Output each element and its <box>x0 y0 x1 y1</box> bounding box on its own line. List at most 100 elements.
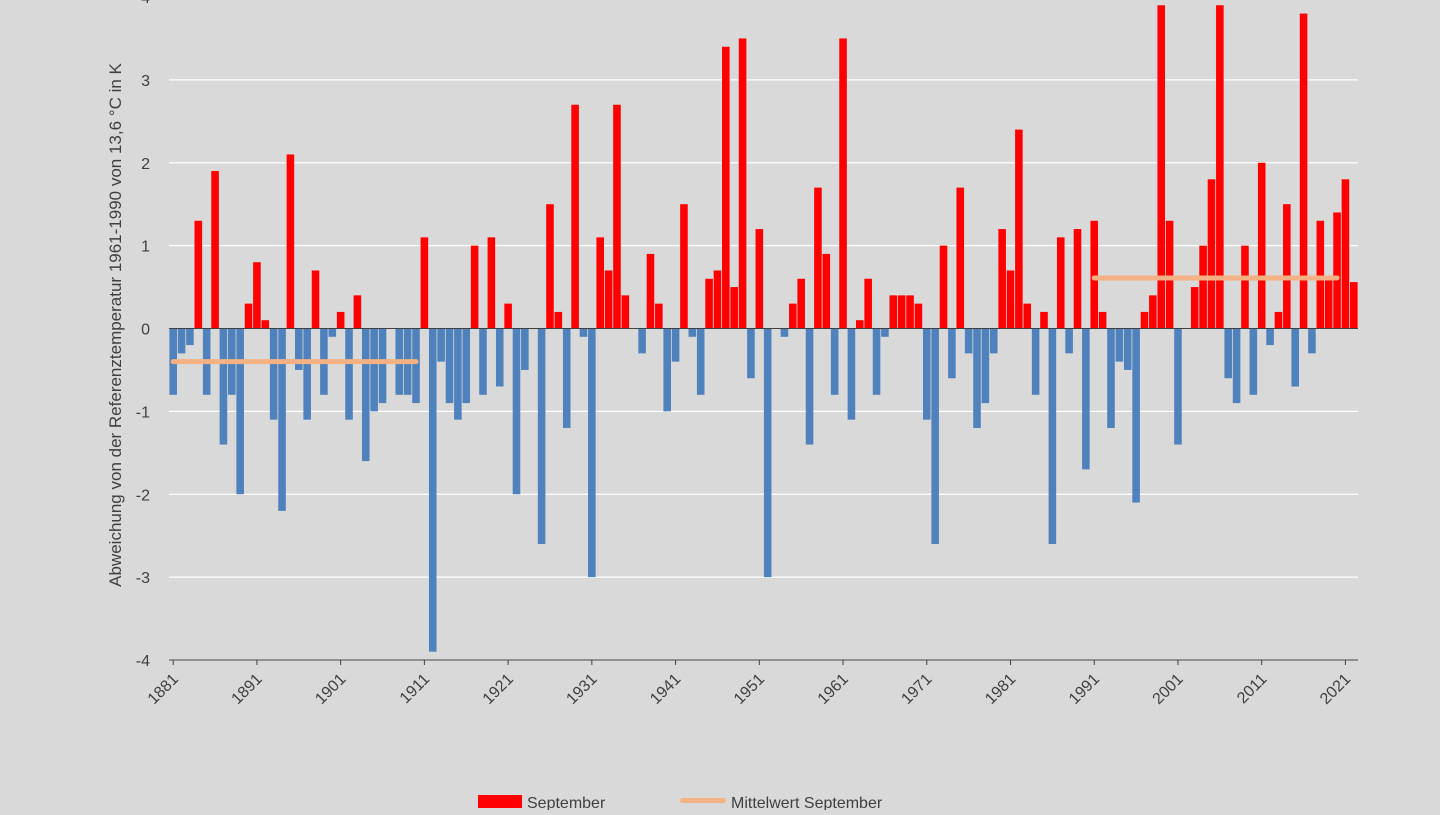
y-tick-label: 1 <box>141 239 150 256</box>
bar <box>705 278 713 329</box>
bar <box>1232 328 1241 404</box>
bar <box>1174 328 1182 445</box>
bar <box>1291 328 1299 387</box>
bar <box>814 187 822 329</box>
bar <box>1098 311 1107 329</box>
bar <box>780 328 789 337</box>
bar <box>1324 278 1333 329</box>
bar <box>696 328 705 395</box>
bar <box>1241 245 1249 329</box>
bar <box>839 38 847 329</box>
bar <box>1308 328 1316 354</box>
bar <box>294 328 303 370</box>
bar <box>454 328 462 420</box>
bar <box>981 328 990 404</box>
bar <box>763 328 772 578</box>
x-tick-label: 2021 <box>1317 671 1354 708</box>
bar <box>989 328 998 354</box>
legend-label-september: September <box>527 795 606 810</box>
bar <box>219 328 228 445</box>
bar <box>1115 328 1124 362</box>
bar <box>897 295 906 329</box>
bar <box>1207 179 1216 329</box>
x-tick-label: 1891 <box>229 671 266 708</box>
bar <box>1274 311 1283 329</box>
bar <box>613 104 621 329</box>
legend-swatch-mittelwert <box>680 798 726 803</box>
y-axis-label: Abweichung von der Referenztemperatur 19… <box>106 62 125 586</box>
x-tick-label: 1971 <box>898 671 935 708</box>
bar <box>822 253 831 329</box>
bar <box>1299 13 1308 329</box>
bar <box>1149 295 1157 329</box>
bar <box>1216 5 1224 329</box>
y-tick-label: -4 <box>136 653 150 670</box>
bar <box>655 303 663 329</box>
bar <box>755 229 764 329</box>
bar <box>1006 270 1015 329</box>
bar <box>1283 204 1291 329</box>
bar <box>906 295 914 329</box>
y-tick-label: -2 <box>136 487 150 504</box>
bar <box>269 328 278 420</box>
bar <box>462 328 471 404</box>
x-tick-label: 1951 <box>731 671 768 708</box>
bar <box>856 320 864 329</box>
bar <box>830 328 839 395</box>
bar <box>1040 311 1048 329</box>
bar <box>328 328 337 337</box>
bar <box>1082 328 1090 470</box>
bar <box>370 328 378 412</box>
bar <box>311 270 320 329</box>
bar <box>1165 220 1174 329</box>
bar <box>1199 245 1207 329</box>
bar <box>671 328 680 362</box>
bar <box>512 328 521 495</box>
bar <box>789 303 797 329</box>
y-tick-label: 2 <box>141 156 150 173</box>
mean-lines <box>170 275 1340 365</box>
legend-label-mittelwert: Mittelwert September <box>731 795 883 810</box>
bar <box>1224 328 1233 379</box>
bar <box>1333 212 1341 329</box>
y-tick-label: -1 <box>136 404 150 421</box>
bar <box>177 328 186 354</box>
bar <box>521 328 529 370</box>
bar <box>722 46 730 329</box>
bar <box>881 328 889 337</box>
bar <box>1316 220 1325 329</box>
bar <box>1257 162 1266 329</box>
bar <box>303 328 311 420</box>
bar <box>1157 5 1166 329</box>
x-tick-label: 2011 <box>1234 671 1270 707</box>
bar <box>1341 179 1350 329</box>
bar <box>1140 311 1149 329</box>
bar <box>663 328 671 412</box>
bar <box>621 295 630 329</box>
bar <box>680 204 688 329</box>
bar <box>713 270 722 329</box>
bar <box>236 328 244 495</box>
bar <box>186 328 194 346</box>
x-tick-label: 1911 <box>397 671 433 707</box>
bar <box>638 328 646 354</box>
bar <box>872 328 881 395</box>
bar <box>730 287 738 329</box>
bar <box>562 328 571 428</box>
bar <box>948 328 956 379</box>
bar <box>1073 229 1082 329</box>
bar <box>1123 328 1132 370</box>
y-tick-label: 4 <box>141 0 150 7</box>
x-tick-label: 1921 <box>480 671 517 708</box>
bar <box>278 328 286 511</box>
bar <box>253 262 261 329</box>
bar <box>437 328 445 362</box>
bar <box>1056 237 1065 329</box>
x-tick-label: 2001 <box>1150 671 1187 708</box>
bar <box>420 237 429 329</box>
bar <box>286 154 295 329</box>
bar <box>487 237 496 329</box>
bar <box>345 328 353 420</box>
bar <box>537 328 546 544</box>
